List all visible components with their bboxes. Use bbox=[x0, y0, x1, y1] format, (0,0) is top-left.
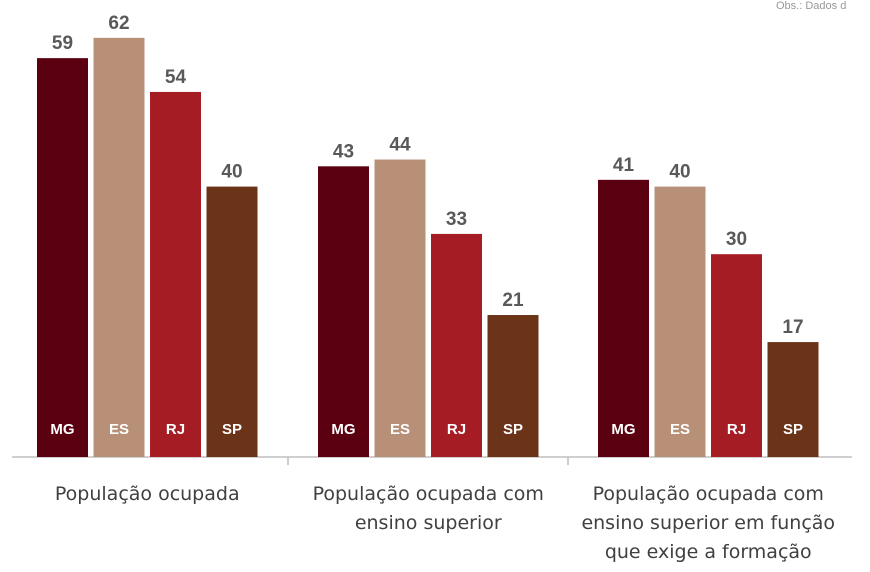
series-label: SP bbox=[783, 421, 803, 438]
value-label: 43 bbox=[333, 141, 354, 162]
value-label: 62 bbox=[108, 13, 129, 34]
bar bbox=[598, 179, 649, 457]
category-label: População ocupada com ensino superior bbox=[312, 483, 544, 534]
value-label: 59 bbox=[52, 33, 73, 54]
bar bbox=[150, 91, 201, 457]
bar bbox=[654, 186, 706, 457]
value-label: 33 bbox=[446, 209, 467, 230]
bar bbox=[487, 315, 539, 457]
series-label: RJ bbox=[447, 421, 466, 438]
value-label: 44 bbox=[389, 135, 411, 156]
series-label: MG bbox=[50, 421, 74, 438]
bar bbox=[206, 186, 258, 457]
series-label: RJ bbox=[166, 421, 185, 438]
series-label: ES bbox=[109, 421, 129, 438]
series-label: RJ bbox=[727, 421, 746, 438]
bar bbox=[374, 159, 426, 457]
series-label: ES bbox=[670, 421, 690, 438]
series-label: SP bbox=[503, 421, 523, 438]
value-label: 40 bbox=[669, 162, 690, 183]
value-label: 30 bbox=[726, 229, 747, 250]
series-label: MG bbox=[611, 421, 635, 438]
series-label: SP bbox=[222, 421, 242, 438]
bar bbox=[37, 58, 88, 458]
value-label: 54 bbox=[165, 67, 187, 88]
series-label: MG bbox=[331, 421, 355, 438]
bar bbox=[711, 254, 762, 457]
bar bbox=[93, 37, 145, 458]
category-label: População ocupada bbox=[54, 483, 240, 505]
value-label: 17 bbox=[782, 317, 803, 338]
value-label: 40 bbox=[221, 162, 242, 183]
series-label: ES bbox=[390, 421, 410, 438]
annotation: Obs.: Dados d bbox=[776, 0, 846, 12]
bar bbox=[318, 166, 369, 457]
bar bbox=[431, 233, 482, 457]
category-label: População ocupada com ensino superior em… bbox=[581, 483, 836, 563]
value-label: 41 bbox=[613, 155, 635, 176]
bar bbox=[767, 342, 819, 457]
value-label: 21 bbox=[502, 290, 524, 311]
